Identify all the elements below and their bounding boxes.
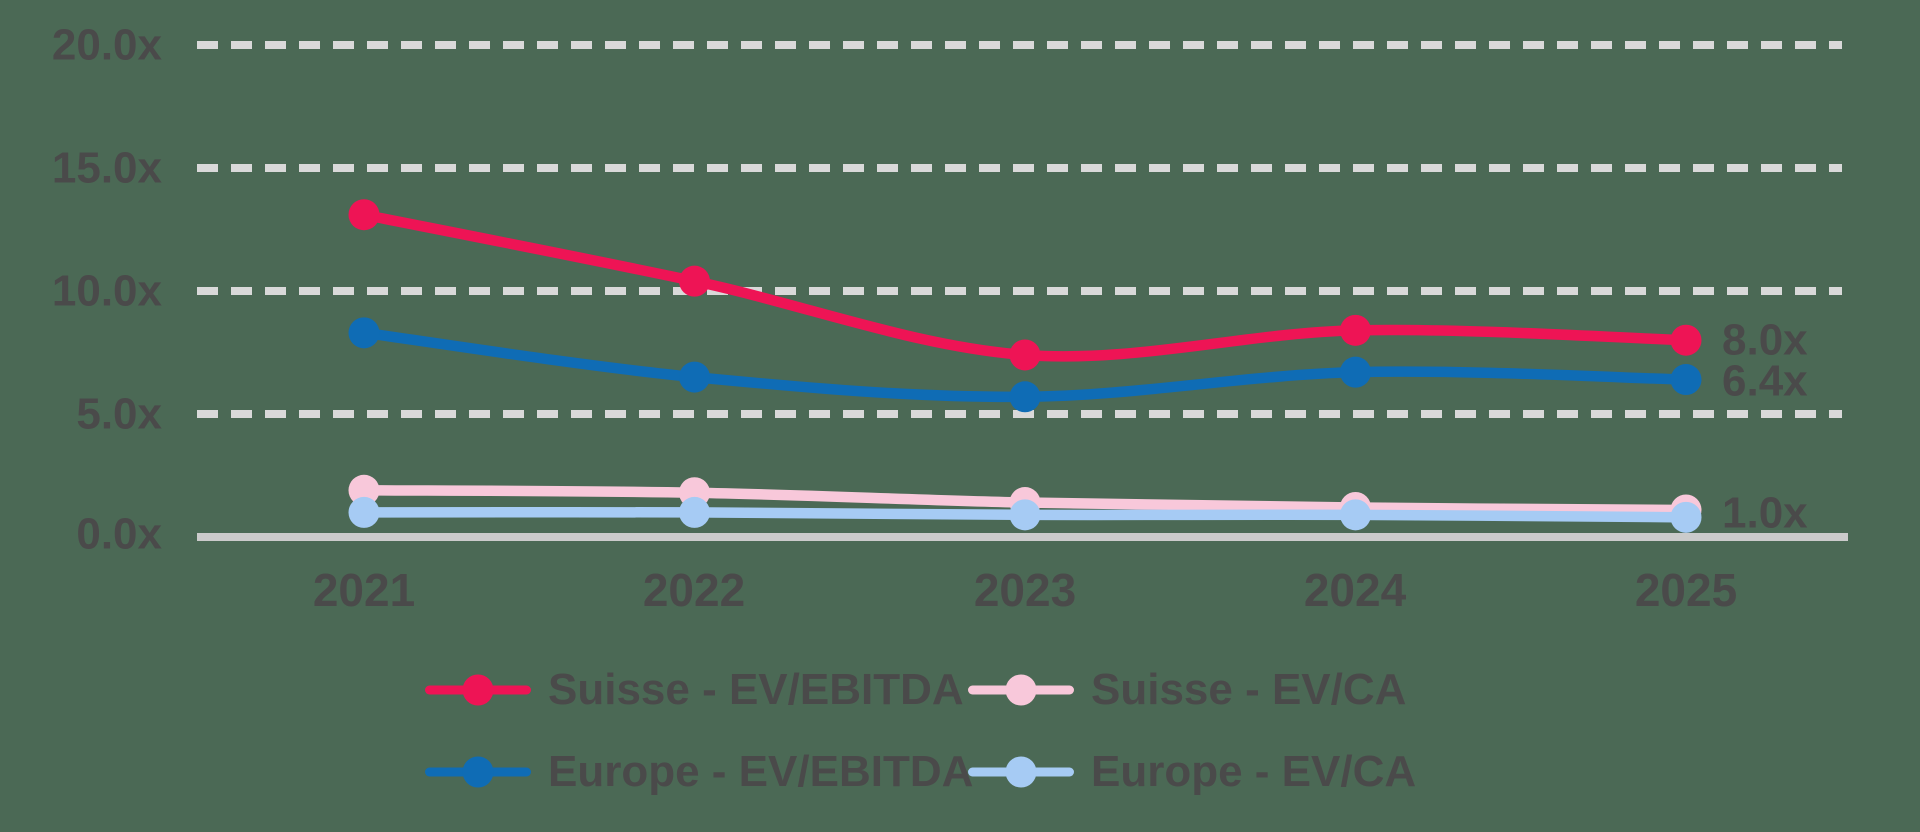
legend-item-europe-ev-ca[interactable]: Europe - EV/CA <box>968 742 1416 802</box>
data-point[interactable] <box>679 265 710 297</box>
data-point[interactable] <box>679 496 710 528</box>
x-axis-tick-label: 2025 <box>1635 564 1737 616</box>
legend-item-europe-ev-ebitda[interactable]: Europe - EV/EBITDA <box>425 742 973 802</box>
series-end-value-label: 1.0x <box>1722 489 1808 538</box>
data-point[interactable] <box>1340 314 1371 346</box>
x-axis-tick-label: 2024 <box>1304 564 1407 616</box>
series-end-value-label: 8.0x <box>1722 316 1808 365</box>
legend-item-suisse-ev-ca[interactable]: Suisse - EV/CA <box>968 660 1406 720</box>
legend-item-suisse-ev-ebitda[interactable]: Suisse - EV/EBITDA <box>425 660 964 720</box>
series-layer <box>348 199 1702 533</box>
data-point[interactable] <box>1670 501 1702 533</box>
y-axis-tick-label: 10.0x <box>52 267 163 316</box>
data-point[interactable] <box>348 317 380 349</box>
line-dot-marker-icon <box>425 673 531 707</box>
data-point[interactable] <box>1009 339 1041 371</box>
series-line <box>358 209 1692 362</box>
data-point[interactable] <box>348 474 380 506</box>
legend-item-label: Suisse - EV/CA <box>1091 665 1407 714</box>
x-axis-tick-label: 2023 <box>974 564 1076 616</box>
data-point[interactable] <box>679 361 710 393</box>
x-axis-tick-label: 2022 <box>643 564 745 616</box>
data-point[interactable] <box>348 199 380 231</box>
y-axis-tick-label: 15.0x <box>52 144 163 193</box>
legend-item-label: Suisse - EV/EBITDA <box>548 665 964 714</box>
line-dot-marker-icon <box>968 755 1074 789</box>
legend-item-label: Europe - EV/CA <box>1091 747 1417 796</box>
data-point[interactable] <box>1009 381 1041 413</box>
y-axis-tick-label: 20.0x <box>52 21 163 70</box>
y-axis-tick-label: 0.0x <box>76 510 162 559</box>
data-point[interactable] <box>1009 499 1041 531</box>
data-point[interactable] <box>1670 324 1702 356</box>
line-dot-marker-icon <box>425 755 531 789</box>
line-dot-marker-icon <box>968 673 1074 707</box>
legend-item-label: Europe - EV/EBITDA <box>548 747 974 796</box>
series-end-value-label: 6.4x <box>1722 357 1808 406</box>
data-point[interactable] <box>1670 364 1702 396</box>
data-point[interactable] <box>1340 356 1371 388</box>
y-axis-tick-label: 5.0x <box>76 390 162 439</box>
data-point[interactable] <box>348 496 380 528</box>
data-point[interactable] <box>1340 499 1371 531</box>
x-axis-tick-label: 2021 <box>313 564 415 616</box>
